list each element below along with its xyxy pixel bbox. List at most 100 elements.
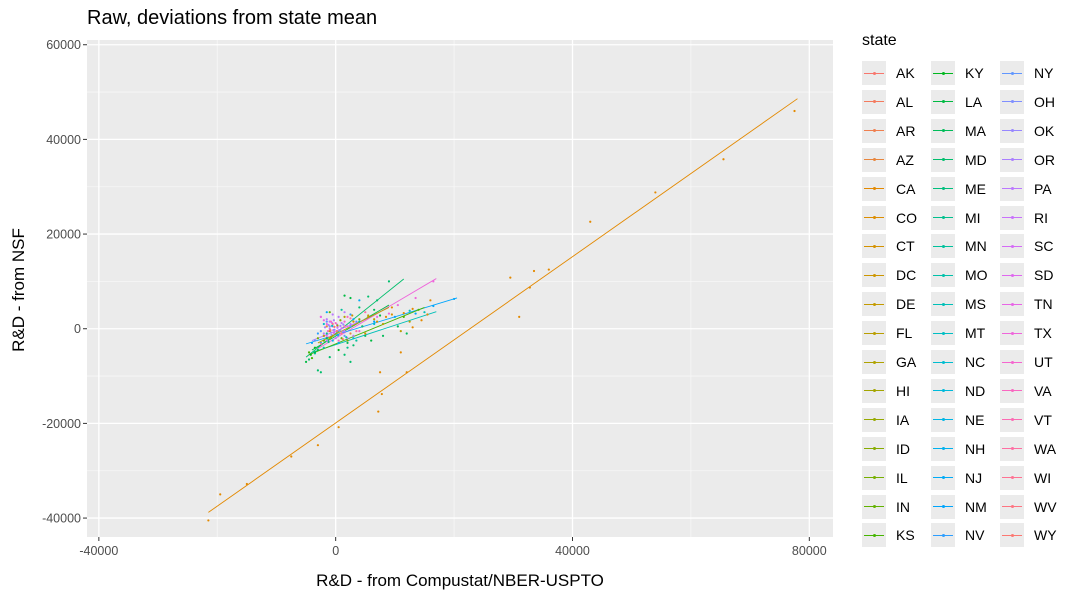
legend-label: FL [896, 325, 913, 342]
legend-key-point [942, 389, 945, 393]
data-point-md [307, 358, 311, 361]
data-point-in [322, 339, 325, 342]
legend-key [862, 407, 886, 432]
legend-label: NE [965, 411, 985, 428]
legend-item-az: AZ [862, 147, 914, 172]
data-point-ny [349, 325, 352, 328]
legend-item-il: IL [862, 465, 908, 490]
data-point-oh [328, 325, 331, 328]
data-point-ma [373, 308, 376, 311]
data-point-ut [329, 320, 333, 323]
legend-key-point [942, 476, 945, 480]
data-point-ca [316, 444, 320, 447]
data-point-ca [722, 158, 725, 161]
legend-label: OR [1034, 151, 1055, 168]
data-point-fl [399, 330, 402, 333]
legend-key [931, 61, 955, 85]
legend-label: NV [965, 527, 985, 544]
data-point-ca [547, 268, 550, 271]
legend-label: MS [965, 296, 986, 313]
legend-key [862, 523, 886, 548]
data-point-ks [307, 351, 311, 354]
legend-key [931, 407, 955, 432]
legend-label: NM [965, 498, 987, 515]
legend-key [862, 89, 886, 114]
y-tick-label: 40000 [46, 133, 81, 147]
data-point-ma [346, 341, 349, 345]
legend-item-fl: FL [862, 321, 913, 346]
legend-key [1000, 407, 1024, 432]
data-point-ca [793, 109, 796, 113]
legend-key [931, 234, 955, 259]
legend-item-tn: TN [1000, 292, 1053, 317]
legend-label: DC [896, 267, 917, 284]
data-point-de [367, 314, 370, 317]
legend-label: WV [1034, 498, 1057, 515]
legend-item-ky: KY [931, 61, 984, 85]
data-point-ok [342, 323, 345, 326]
data-point-tx [387, 312, 391, 315]
data-point-ma [381, 334, 385, 337]
legend-item-in: IN [862, 494, 910, 519]
legend-label: IN [896, 498, 910, 515]
legend-key-point [873, 216, 876, 219]
legend-label: MD [965, 151, 987, 168]
data-point-va [337, 339, 340, 342]
data-point-nm [310, 341, 314, 345]
legend-label: ID [896, 440, 910, 457]
legend-label: TN [1034, 296, 1053, 313]
data-point-tx [325, 334, 328, 337]
data-point-vt [343, 325, 346, 328]
legend-key-point [1011, 187, 1014, 191]
legend-item-ca: CA [862, 176, 915, 201]
legend-key-point [942, 418, 945, 422]
legend-label: PA [1034, 180, 1052, 197]
legend-key [862, 263, 886, 288]
legend-label: KS [896, 527, 915, 544]
data-point-ca [245, 482, 248, 486]
data-point-md [328, 356, 331, 359]
legend-label: TX [1034, 325, 1052, 342]
data-point-ut [343, 320, 346, 323]
data-point-nh [337, 341, 340, 345]
legend-key [931, 147, 955, 172]
data-point-tx [432, 280, 435, 283]
legend-item-id: ID [862, 436, 910, 461]
data-point-ct [376, 320, 379, 323]
legend-key [862, 321, 886, 346]
data-point-or [339, 324, 342, 327]
legend-key-point [1011, 331, 1014, 335]
data-point-wa [355, 330, 358, 333]
legend-label: WA [1034, 440, 1057, 457]
data-point-oh [333, 328, 336, 331]
legend-label: VT [1034, 411, 1052, 428]
data-point-ca [411, 326, 414, 329]
data-point-ca [402, 312, 405, 315]
data-point-ky [309, 353, 312, 356]
legend-key-point [1011, 158, 1014, 162]
data-point-il [316, 337, 320, 340]
data-point-tx [358, 330, 361, 333]
legend-key-point [1011, 216, 1014, 219]
legend-label: SD [1034, 267, 1054, 284]
data-point-la [343, 294, 346, 297]
legend-key [862, 176, 886, 201]
data-point-or [341, 330, 344, 333]
data-point-sc [340, 327, 343, 330]
legend-label: CO [896, 209, 917, 226]
data-point-pa [343, 330, 346, 333]
legend-key-point [942, 158, 945, 162]
legend-label: MN [965, 238, 987, 255]
data-point-md [364, 334, 367, 337]
legend-title: state [862, 32, 897, 49]
legend-item-ia: IA [862, 407, 909, 432]
scatter-plot: Raw, deviations from state mean -40000 0 4… [9, 7, 833, 590]
data-point-ca [219, 493, 222, 496]
x-tick-label: 0 [332, 544, 339, 558]
legend-label: SC [1034, 238, 1054, 255]
data-point-va [334, 321, 337, 325]
data-point-ca [337, 426, 340, 429]
legend-key [1000, 494, 1024, 519]
data-point-co [364, 332, 367, 335]
data-point-pa [325, 318, 328, 321]
